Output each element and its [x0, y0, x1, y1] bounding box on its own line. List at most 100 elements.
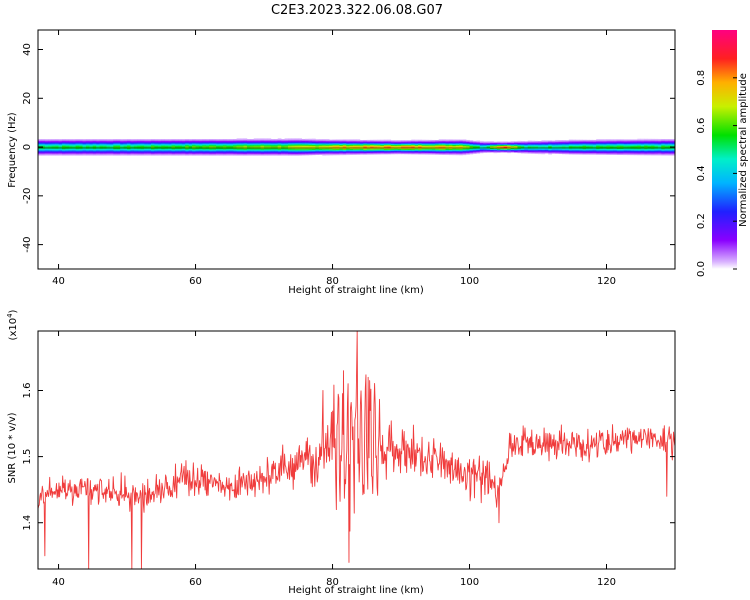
spectrogram-cell: [38, 145, 42, 147]
spectrogram-cell: [58, 146, 63, 148]
spectrogram-cell: [270, 146, 275, 148]
spectrogram-cell: [575, 141, 580, 143]
spectrogram-cell: [144, 140, 148, 142]
spectrogram-cell: [349, 149, 354, 151]
spectrogram-cell: [89, 153, 94, 155]
spectrogram-cell: [322, 141, 326, 143]
spectrogram-cell: [212, 146, 217, 148]
spectrogram-cell: [531, 143, 535, 145]
spectrogram-cell: [558, 149, 563, 151]
spectrogram-cell: [284, 154, 289, 156]
spectrogram-cell: [154, 145, 159, 148]
spectrogram-cell: [92, 152, 97, 154]
spectrogram-cell: [48, 144, 52, 146]
spectrogram-cell: [103, 151, 107, 153]
spectrogram-cell: [311, 141, 316, 143]
spectrogram-cell: [137, 145, 142, 148]
spectrogram-cell: [140, 153, 145, 155]
spectrogram-cell: [120, 143, 124, 145]
spectrogram-cell: [298, 144, 302, 146]
spectrogram-cell: [270, 143, 275, 145]
spectrogram-cell: [585, 142, 590, 144]
spectrogram-cell: [322, 145, 326, 147]
spectrogram-cell: [503, 141, 508, 143]
spectrogram-cell: [606, 140, 611, 142]
spectrogram-cell: [664, 148, 669, 150]
spectrogram-cell: [418, 139, 422, 141]
spectrogram-cell: [267, 154, 272, 156]
spectrogram-cell: [51, 140, 56, 142]
spectrogram-cell: [620, 150, 624, 152]
spectrogram-cell: [137, 141, 142, 143]
spectrogram-cell: [623, 139, 628, 141]
spectrogram-cell: [298, 145, 302, 148]
spectrogram-cell: [609, 144, 614, 146]
spectrogram-cell: [637, 150, 642, 152]
snr-panel: 40 60 80 100 120 1.41.51.6 Height of straigh…: [6, 309, 676, 596]
spectrogram-cell: [565, 141, 570, 143]
spectrogram-cell: [565, 142, 570, 145]
spectrogram-cell: [514, 151, 518, 153]
spectrogram-cell: [329, 146, 333, 148]
spectrogram-cell: [373, 148, 378, 150]
spectrogram-cell: [592, 146, 597, 148]
spectrogram-cell: [565, 149, 570, 151]
spectrogram-cell: [383, 139, 388, 141]
spectrogram-cell: [380, 140, 385, 142]
spectrogram-cell: [284, 148, 289, 150]
spectrogram-cell: [281, 142, 285, 144]
spectrogram-cell: [233, 148, 237, 150]
spectrogram-cell: [359, 146, 364, 148]
spectrogram-cell: [315, 147, 320, 150]
spectrogram-cell: [657, 154, 662, 156]
spectrogram-cell: [229, 139, 234, 142]
spectrogram-cell: [538, 146, 542, 148]
spectrogram-cell: [85, 139, 90, 142]
spectrogram-cell: [178, 141, 183, 143]
spectrogram-cell: [544, 143, 549, 145]
spectrogram-cell: [579, 148, 583, 150]
spectrogram-cell: [609, 149, 614, 151]
spectrogram-cell: [671, 142, 676, 144]
spectrogram-cell: [579, 140, 583, 142]
spectrogram-cell: [633, 148, 638, 151]
spectrogram-cell: [486, 150, 491, 152]
spectrogram-cell: [68, 145, 73, 147]
spectrogram-cell: [315, 153, 320, 155]
spectrogram-cell: [493, 152, 498, 154]
spectrogram-cell: [181, 150, 186, 152]
spectrogram-cell: [250, 151, 255, 154]
spectrogram-cell: [171, 140, 176, 142]
spectrogram-cell: [356, 139, 361, 141]
spectrogram-cell: [171, 144, 176, 146]
spectrogram-cell: [240, 151, 244, 153]
spectrogram-cell: [246, 141, 251, 143]
spectrogram-cell: [531, 141, 535, 143]
spectrogram-cell: [637, 152, 642, 154]
spectrogram-cell: [116, 144, 121, 146]
spectrogram-cell: [640, 148, 645, 150]
spectrogram-cell: [503, 144, 508, 146]
spectrogram-cell: [61, 152, 66, 154]
spectrogram-cell: [240, 144, 244, 146]
spectrogram-cell: [599, 145, 604, 148]
spectrogram-cell: [390, 140, 395, 142]
spectrogram-cell: [99, 142, 104, 144]
spectrogram-cell: [270, 144, 275, 146]
spectrogram-cell: [623, 152, 628, 154]
spectrogram-cell: [414, 146, 419, 148]
spectrogram-cell: [92, 146, 97, 148]
spectrogram-cell: [260, 139, 265, 142]
spectrogram-cell: [404, 152, 409, 154]
spectrogram-cell: [627, 148, 631, 150]
spectrogram-cell: [514, 144, 518, 147]
spectrogram-cell: [154, 151, 159, 153]
spectrogram-cell: [596, 145, 600, 147]
spectrogram-cell: [219, 145, 224, 147]
spectrogram-cell: [346, 143, 350, 145]
spectrogram-cell: [517, 142, 522, 144]
spectrogram-cell: [342, 153, 347, 155]
spectrogram-cell: [305, 153, 309, 155]
spectrogram-cell: [558, 145, 563, 147]
spectrogram-cell: [250, 152, 255, 154]
